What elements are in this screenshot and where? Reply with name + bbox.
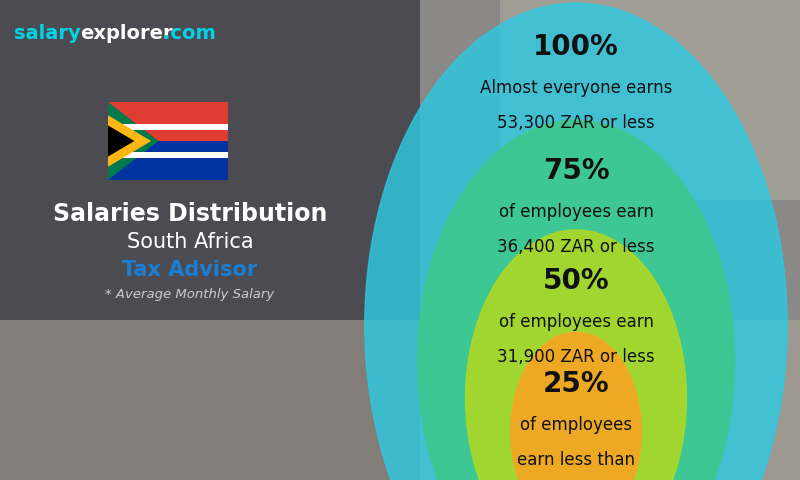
Text: .com: .com [163,24,216,43]
Bar [108,124,228,131]
Text: Almost everyone earns: Almost everyone earns [480,79,672,97]
Text: 100%: 100% [533,33,619,61]
Text: 36,400 ZAR or less: 36,400 ZAR or less [498,239,654,256]
Polygon shape [108,115,151,167]
Circle shape [418,120,734,480]
Circle shape [510,332,642,480]
Text: South Africa: South Africa [126,232,254,252]
Text: 75%: 75% [542,157,610,185]
Bar [0,320,800,480]
Bar [0,0,420,480]
Text: * Average Monthly Salary: * Average Monthly Salary [106,288,274,301]
Text: of employees: of employees [520,416,632,433]
Text: 53,300 ZAR or less: 53,300 ZAR or less [497,114,655,132]
Bar [108,102,228,141]
Text: 31,900 ZAR or less: 31,900 ZAR or less [497,348,655,366]
Text: Salaries Distribution: Salaries Distribution [53,202,327,226]
Bar [108,141,228,180]
Circle shape [466,230,686,480]
Text: earn less than: earn less than [517,451,635,468]
Bar [420,0,800,480]
Polygon shape [108,125,134,156]
Text: of employees earn: of employees earn [498,313,654,331]
Bar [108,152,228,158]
Text: 25%: 25% [542,370,610,397]
Bar [500,0,800,200]
Polygon shape [108,102,158,180]
Text: Tax Advisor: Tax Advisor [122,260,258,280]
Text: 50%: 50% [542,267,610,295]
Text: explorer: explorer [80,24,173,43]
Text: of employees earn: of employees earn [498,204,654,221]
Text: salary: salary [14,24,81,43]
Circle shape [365,3,787,480]
